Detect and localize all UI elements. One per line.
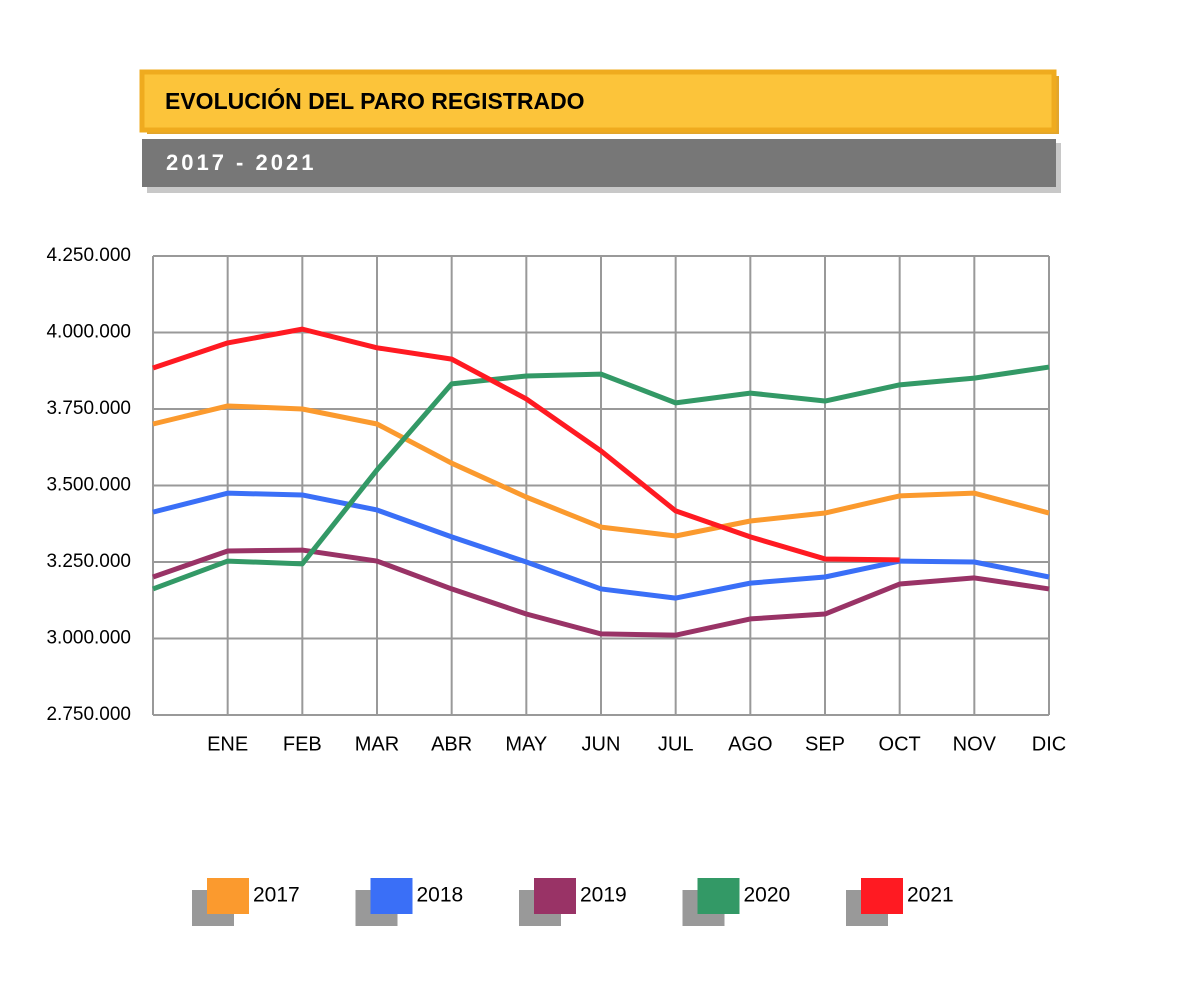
- x-tick-label: AGO: [728, 733, 772, 755]
- x-tick-label: MAR: [355, 733, 399, 755]
- x-tick-label: FEB: [283, 733, 322, 755]
- y-tick-label: 3.750.000: [46, 398, 131, 419]
- chart-subtitle: 2017 - 2021: [166, 150, 316, 175]
- y-tick-label: 4.250.000: [46, 245, 131, 266]
- series-line: [152, 364, 1050, 592]
- series-line: [152, 547, 1050, 638]
- x-tick-label: ABR: [431, 733, 472, 755]
- x-tick-label: DIC: [1032, 733, 1066, 755]
- x-tick-label: NOV: [953, 733, 997, 755]
- x-tick-label: SEP: [805, 733, 845, 755]
- legend-swatch: [861, 878, 903, 914]
- series-line: [152, 490, 1050, 601]
- legend-label: 2017: [253, 884, 300, 907]
- x-tick-label: OCT: [879, 733, 921, 755]
- title-box: [139, 69, 1057, 133]
- y-tick-label: 3.000.000: [46, 628, 131, 649]
- x-tick-label: ENE: [207, 733, 248, 755]
- subtitle-box: [142, 139, 1056, 187]
- legend-label: 2021: [907, 884, 954, 907]
- x-tick-label: JUN: [582, 733, 621, 755]
- y-tick-label: 3.250.000: [46, 551, 131, 572]
- chart-title: EVOLUCIÓN DEL PARO REGISTRADO: [165, 87, 585, 114]
- legend-label: 2020: [744, 884, 791, 907]
- x-tick-label: MAY: [505, 733, 547, 755]
- legend-swatch: [207, 878, 249, 914]
- legend-swatch: [370, 878, 413, 914]
- y-tick-label: 3.500.000: [46, 475, 131, 496]
- y-tick-label: 4.000.000: [46, 322, 131, 343]
- x-tick-label: JUL: [658, 733, 694, 755]
- series-line: [152, 403, 1050, 539]
- y-tick-label: 2.750.000: [46, 704, 131, 725]
- legend-label: 2019: [580, 884, 627, 907]
- legend-label: 2018: [417, 884, 464, 907]
- series-line: [152, 326, 900, 563]
- legend-swatch: [697, 878, 740, 914]
- legend-swatch: [534, 878, 576, 914]
